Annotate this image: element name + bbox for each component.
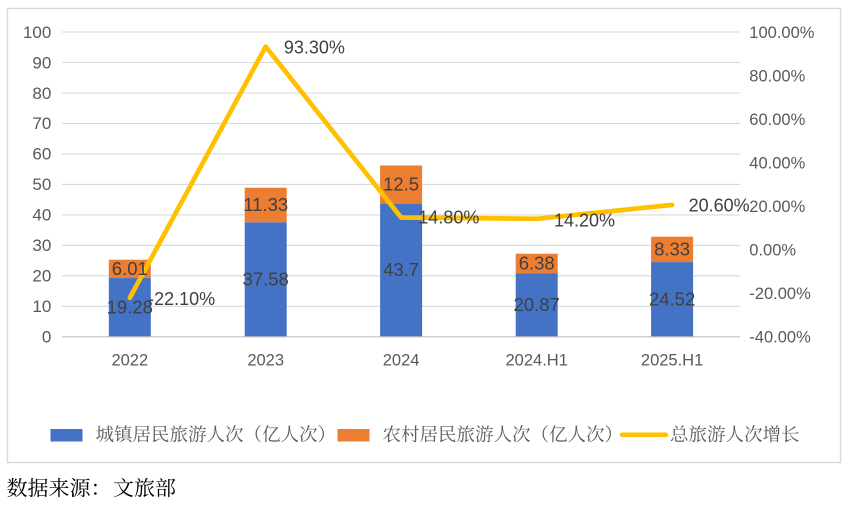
svg-text:11.33: 11.33 bbox=[243, 194, 288, 215]
svg-text:43.7: 43.7 bbox=[383, 259, 419, 280]
svg-text:-22.10%: -22.10% bbox=[148, 289, 215, 309]
svg-text:8.33: 8.33 bbox=[654, 238, 690, 259]
svg-text:14.20%: 14.20% bbox=[554, 210, 615, 230]
svg-text:-20.00%: -20.00% bbox=[749, 285, 811, 303]
svg-text:14.80%: 14.80% bbox=[418, 208, 479, 228]
svg-text:37.58: 37.58 bbox=[243, 269, 289, 290]
svg-text:20.00%: 20.00% bbox=[749, 198, 805, 216]
svg-text:12.5: 12.5 bbox=[383, 174, 419, 195]
svg-text:70: 70 bbox=[32, 114, 51, 133]
svg-text:60: 60 bbox=[32, 145, 51, 164]
svg-text:20.87: 20.87 bbox=[514, 294, 560, 315]
svg-text:40: 40 bbox=[32, 206, 51, 225]
svg-text:24.52: 24.52 bbox=[649, 288, 695, 309]
svg-text:2024: 2024 bbox=[383, 352, 420, 370]
svg-text:2024.H1: 2024.H1 bbox=[506, 352, 568, 370]
svg-text:80.00%: 80.00% bbox=[749, 67, 805, 85]
svg-text:20: 20 bbox=[32, 267, 51, 286]
svg-text:40.00%: 40.00% bbox=[749, 154, 805, 172]
svg-text:0: 0 bbox=[42, 328, 51, 347]
svg-text:100: 100 bbox=[23, 23, 51, 42]
svg-text:30: 30 bbox=[32, 236, 51, 255]
svg-text:2022: 2022 bbox=[111, 352, 148, 370]
svg-text:2023: 2023 bbox=[247, 352, 284, 370]
svg-text:100.00%: 100.00% bbox=[749, 24, 814, 42]
svg-text:60.00%: 60.00% bbox=[749, 111, 805, 129]
svg-text:-40.00%: -40.00% bbox=[749, 329, 811, 347]
svg-text:80: 80 bbox=[32, 84, 51, 103]
svg-text:0.00%: 0.00% bbox=[749, 242, 796, 260]
svg-text:20.60%: 20.60% bbox=[689, 196, 750, 216]
svg-text:19.28: 19.28 bbox=[107, 296, 153, 317]
svg-text:10: 10 bbox=[32, 297, 51, 316]
svg-text:6.38: 6.38 bbox=[519, 252, 555, 273]
svg-text:2025.H1: 2025.H1 bbox=[641, 352, 703, 370]
svg-text:6.01: 6.01 bbox=[112, 258, 148, 279]
svg-text:50: 50 bbox=[32, 175, 51, 194]
svg-text:90: 90 bbox=[32, 53, 51, 72]
svg-text:93.30%: 93.30% bbox=[284, 38, 345, 58]
